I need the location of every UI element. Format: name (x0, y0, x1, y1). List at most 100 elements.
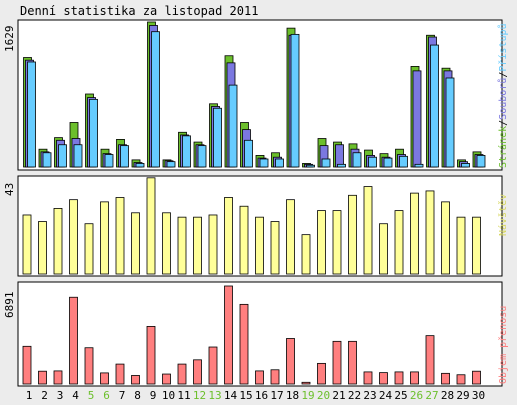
chart-title: Denní statistika za listopad 2011 (20, 4, 258, 18)
bar-traffic-6 (100, 372, 109, 385)
bar-traffic-11 (177, 363, 187, 385)
bar-visits-17 (270, 221, 280, 275)
bar-hits-21 (337, 163, 346, 168)
bar-traffic-30 (472, 370, 481, 385)
bar-hits-3 (58, 144, 67, 168)
bar-visits-12 (193, 216, 202, 275)
bar-hits-20 (321, 158, 331, 168)
bar-hits-16 (259, 158, 269, 168)
bar-traffic-9 (146, 326, 156, 385)
bar-visits-29 (456, 216, 466, 275)
day-label-2: 2 (41, 389, 48, 402)
bar-visits-5 (84, 223, 94, 275)
top-ymax-label: 1629 (3, 26, 16, 53)
bar-traffic-25 (394, 371, 404, 385)
bar-visits-23 (363, 186, 373, 275)
day-label-17: 17 (270, 389, 283, 402)
day-label-15: 15 (239, 389, 252, 402)
top-legend: Stránek/Souborů/Přístupů (497, 23, 509, 168)
day-label-6: 6 (103, 389, 110, 402)
bar-traffic-4 (69, 296, 78, 385)
day-label-29: 29 (456, 389, 469, 402)
bar-visits-20 (317, 210, 326, 275)
bar-traffic-23 (363, 371, 373, 385)
middle-legend: Návštěv (497, 194, 509, 236)
bar-visits-27 (425, 190, 435, 275)
bar-traffic-15 (239, 303, 249, 385)
day-label-5: 5 (88, 389, 95, 402)
bar-visits-18 (286, 199, 295, 275)
bar-traffic-12 (193, 359, 202, 385)
bar-traffic-20 (317, 362, 326, 385)
bar-traffic-16 (255, 370, 264, 385)
bar-hits-15 (244, 139, 253, 168)
day-label-1: 1 (26, 389, 33, 402)
bar-traffic-2 (38, 370, 47, 385)
day-label-20: 20 (317, 389, 330, 402)
bar-hits-4 (73, 144, 83, 168)
bar-hits-23 (368, 156, 377, 168)
bar-visits-6 (100, 201, 109, 275)
bar-hits-7 (120, 145, 129, 168)
bar-hits-19 (306, 164, 315, 168)
bar-visits-10 (162, 212, 171, 275)
bar-traffic-22 (348, 340, 357, 385)
day-label-19: 19 (301, 389, 314, 402)
bar-traffic-10 (162, 373, 171, 385)
day-label-21: 21 (332, 389, 345, 402)
legend-hits: Přístupů (497, 23, 509, 71)
bar-hits-25 (399, 155, 408, 168)
bar-hits-8 (135, 163, 145, 168)
day-label-28: 28 (441, 389, 454, 402)
day-label-4: 4 (72, 389, 79, 402)
day-label-25: 25 (394, 389, 407, 402)
bar-traffic-1 (22, 345, 32, 385)
day-label-26: 26 (410, 389, 423, 402)
bottom-legend: Objem přenosu (497, 306, 509, 384)
day-label-23: 23 (363, 389, 376, 402)
bar-hits-2 (42, 152, 52, 168)
bar-traffic-21 (332, 340, 342, 385)
bar-hits-26 (414, 163, 424, 168)
day-label-16: 16 (255, 389, 268, 402)
bar-hits-29 (461, 163, 470, 168)
day-label-30: 30 (472, 389, 485, 402)
bar-hits-6 (104, 154, 114, 168)
bar-hits-18 (290, 33, 300, 168)
bar-visits-7 (115, 197, 125, 275)
bar-traffic-28 (441, 372, 450, 385)
bar-visits-13 (208, 214, 218, 275)
bar-traffic-5 (84, 347, 94, 385)
bar-hits-17 (275, 158, 284, 168)
bar-hits-9 (151, 31, 160, 168)
bar-hits-22 (352, 152, 362, 168)
bar-visits-26 (410, 192, 419, 275)
bar-visits-14 (224, 197, 233, 275)
bar-visits-28 (441, 201, 450, 275)
bar-traffic-27 (425, 335, 435, 385)
day-label-27: 27 (425, 389, 438, 402)
legend-sep-2: / (498, 72, 509, 78)
bar-traffic-7 (115, 363, 125, 385)
bottom-ymax-label: 6891 (3, 292, 16, 319)
day-label-11: 11 (177, 389, 190, 402)
bar-visits-25 (394, 210, 404, 275)
bar-hits-30 (476, 155, 486, 168)
bar-visits-11 (177, 216, 187, 275)
bar-traffic-24 (379, 372, 388, 385)
bar-hits-28 (445, 77, 455, 168)
day-label-3: 3 (57, 389, 64, 402)
bar-visits-3 (53, 208, 63, 275)
bar-hits-11 (182, 135, 191, 168)
bar-hits-10 (166, 161, 176, 168)
day-label-14: 14 (224, 389, 238, 402)
bar-traffic-13 (208, 346, 218, 385)
middle-ymax-label: 43 (3, 183, 16, 196)
day-label-10: 10 (162, 389, 175, 402)
bar-visits-15 (239, 205, 249, 275)
bar-visits-24 (379, 223, 388, 275)
bar-visits-4 (69, 199, 78, 275)
bar-visits-19 (301, 234, 311, 275)
bar-visits-22 (348, 194, 357, 275)
